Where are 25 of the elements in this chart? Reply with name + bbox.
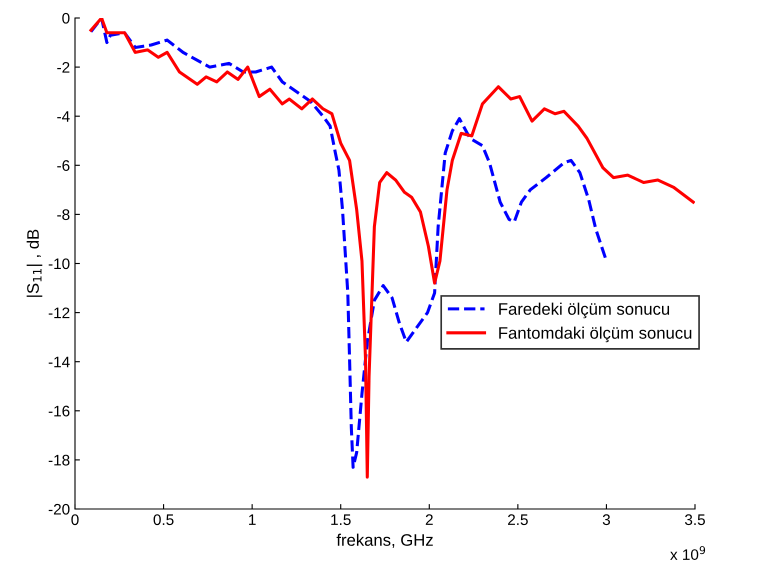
y-tick-label: -12 (48, 307, 70, 318)
x-tick-label: 3.5 (684, 514, 705, 526)
x-tick-label: 2 (426, 514, 433, 525)
y-tick-label: -10 (48, 258, 70, 270)
y-tick-label: -2 (57, 62, 70, 73)
y-tick-label: -8 (57, 209, 70, 220)
x-tick-label: 0 (71, 514, 79, 526)
y-tick-label: -20 (48, 504, 70, 515)
x-tick-label: 1.5 (331, 514, 351, 526)
x-tick-label: 0.5 (154, 514, 174, 526)
x-tick-label: 2.5 (508, 514, 528, 526)
y-tick-label: -6 (57, 160, 70, 171)
y-tick-label: -4 (57, 111, 70, 122)
text: x 10$^{9}$ (670, 546, 706, 560)
y-tick-label: -16 (48, 406, 70, 416)
legend-label: Faredeki ölçüm sonucu (499, 302, 670, 318)
x-axis-title: frekans, GHz (336, 534, 433, 548)
y-tick-label: -14 (48, 356, 70, 368)
x-tick-label: 3 (602, 514, 610, 526)
y-tick-label: -18 (48, 454, 70, 466)
line-series (89, 18, 695, 479)
y-tick-label: 0 (62, 12, 70, 24)
x-tick-label: 1 (249, 514, 256, 525)
legend-label: Fantomdaki ölçüm sonucu (499, 326, 692, 342)
y-axis-title: |S$_{11}$| , dB (26, 230, 42, 297)
